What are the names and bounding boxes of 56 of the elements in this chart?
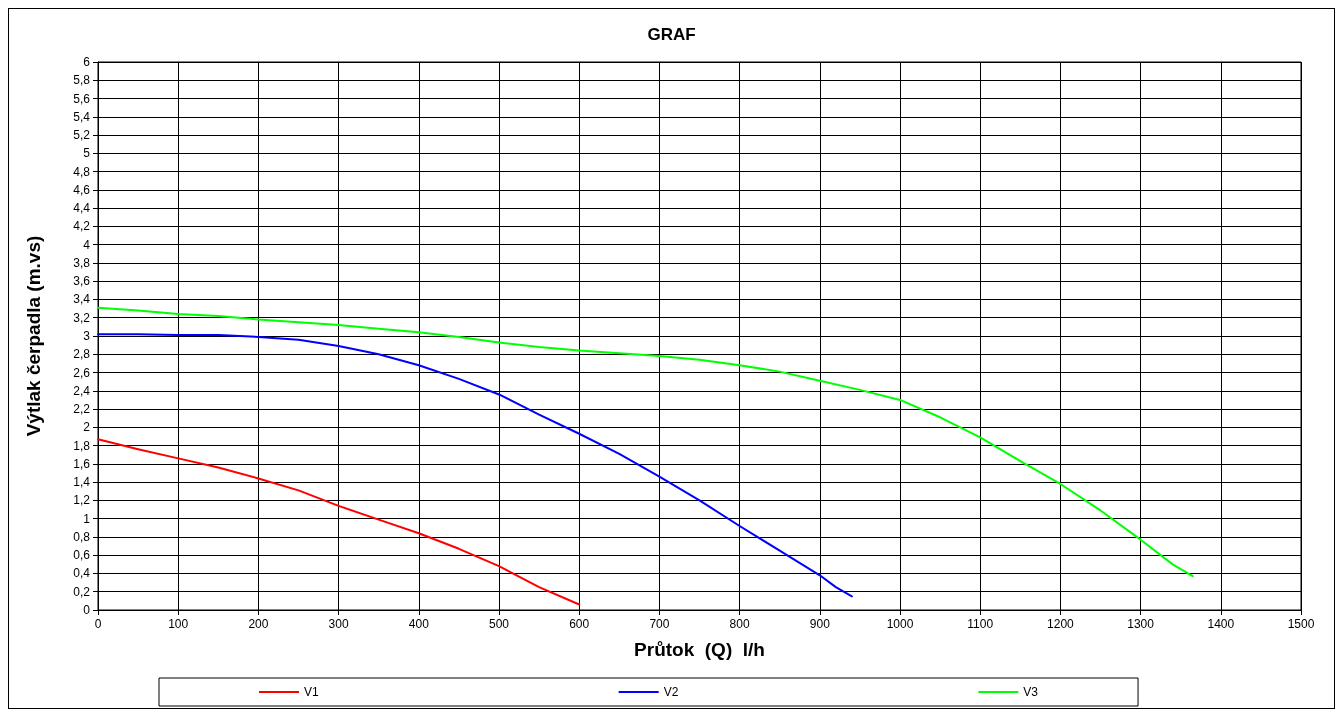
y-tick-label: 1,6 — [73, 456, 91, 471]
x-tick-label: 800 — [729, 617, 750, 631]
y-tick-label: 0 — [83, 603, 91, 617]
y-tick-label: 1,4 — [73, 475, 91, 490]
x-tick-label: 1500 — [1287, 617, 1315, 631]
x-tick-label: 300 — [328, 617, 349, 631]
y-tick-label: 2 — [83, 420, 91, 435]
x-axis-title: Průtok (Q) l/h — [634, 639, 765, 660]
y-tick-label: 0,4 — [73, 566, 91, 581]
y-tick-label: 5,2 — [73, 128, 91, 143]
y-tick-label: 0,2 — [73, 584, 91, 599]
legend-label: V2 — [663, 685, 679, 699]
y-tick-label: 2,8 — [73, 347, 91, 362]
x-tick-label: 1300 — [1127, 617, 1155, 631]
y-tick-label: 4,2 — [73, 219, 91, 234]
y-tick-label: 3,2 — [73, 310, 91, 325]
legend-label: V1 — [304, 685, 319, 699]
y-tick-label: 1,8 — [73, 438, 91, 453]
x-tick-label: 500 — [488, 617, 510, 631]
y-tick-label: 2,4 — [73, 383, 91, 398]
y-tick-label: 5,6 — [73, 91, 91, 106]
y-tick-label: 1,2 — [73, 493, 91, 508]
x-tick-label: 1200 — [1047, 617, 1075, 631]
y-tick-label: 4,4 — [73, 201, 91, 216]
y-tick-label: 1 — [83, 511, 91, 526]
x-tick-label: 700 — [649, 617, 670, 631]
x-tick-label: 100 — [168, 617, 189, 631]
x-tick-label: 900 — [809, 617, 831, 631]
y-tick-label: 3 — [83, 329, 91, 343]
line-series — [97, 306, 1194, 578]
legend-label: V3 — [1023, 685, 1039, 699]
y-tick-label: 5,4 — [73, 109, 91, 124]
x-tick-label: 1000 — [886, 617, 914, 631]
y-tick-label: 4 — [83, 237, 91, 252]
chart-title: GRAF — [647, 25, 696, 44]
y-axis-title: Výtlak čerpadla (m.vs) — [23, 235, 44, 437]
y-tick-label: 5,8 — [73, 73, 91, 88]
y-tick-label: 2,6 — [73, 365, 91, 380]
y-tick-label: 2,2 — [73, 402, 91, 417]
y-tick-label: 6 — [83, 55, 91, 69]
x-tick-label: 1100 — [967, 617, 994, 631]
x-tick-label: 600 — [569, 617, 590, 631]
y-tick-label: 3,4 — [73, 292, 91, 307]
y-tick-label: 4,8 — [73, 164, 91, 179]
line-series — [97, 438, 581, 606]
x-tick-label: 200 — [248, 617, 269, 631]
x-tick-label: 400 — [408, 617, 430, 631]
y-tick-label: 0,8 — [73, 529, 91, 544]
y-tick-label: 3,6 — [73, 274, 91, 289]
x-tick-label: 1400 — [1207, 617, 1235, 631]
x-tick-label: 0 — [94, 617, 102, 631]
y-tick-label: 0,6 — [73, 548, 91, 563]
line-series — [97, 333, 853, 598]
y-tick-label: 5 — [83, 146, 91, 161]
y-tick-label: 4,6 — [73, 182, 91, 197]
y-tick-label: 3,8 — [73, 255, 91, 270]
